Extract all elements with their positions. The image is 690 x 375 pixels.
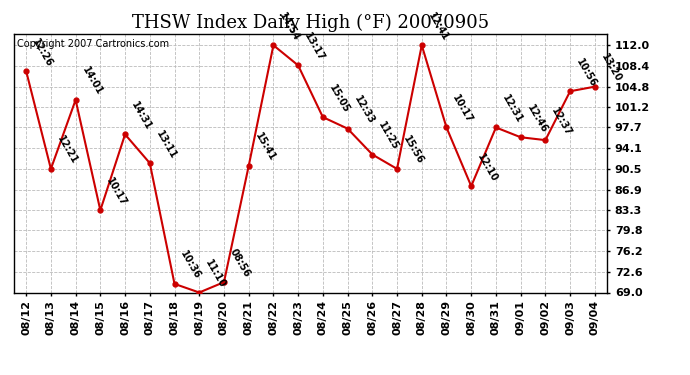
Text: 14:31: 14:31 (129, 100, 153, 132)
Text: 12:26: 12:26 (30, 36, 55, 68)
Text: 10:17: 10:17 (451, 93, 475, 125)
Title: THSW Index Daily High (°F) 20070905: THSW Index Daily High (°F) 20070905 (132, 14, 489, 32)
Text: 12:31: 12:31 (500, 93, 524, 125)
Text: 12:37: 12:37 (549, 105, 573, 137)
Text: 15:56: 15:56 (401, 134, 425, 166)
Text: 14:01: 14:01 (80, 65, 104, 97)
Text: Copyright 2007 Cartronics.com: Copyright 2007 Cartronics.com (17, 39, 169, 49)
Text: 11:10: 11:10 (204, 258, 228, 290)
Text: 12:21: 12:21 (55, 134, 79, 166)
Text: 15:05: 15:05 (327, 82, 351, 114)
Text: 13:20: 13:20 (599, 52, 623, 84)
Text: 15:41: 15:41 (253, 131, 277, 163)
Text: 10:56: 10:56 (574, 57, 598, 88)
Text: 08:56: 08:56 (228, 248, 253, 279)
Text: 12:41: 12:41 (426, 10, 450, 42)
Text: 10:17: 10:17 (104, 176, 128, 207)
Text: 12:10: 12:10 (475, 152, 500, 183)
Text: 10:36: 10:36 (179, 249, 203, 281)
Text: 11:25: 11:25 (377, 120, 401, 152)
Text: 14:54: 14:54 (277, 10, 302, 42)
Text: 12:46: 12:46 (525, 103, 549, 135)
Text: 12:33: 12:33 (352, 94, 376, 126)
Text: 13:17: 13:17 (302, 31, 326, 63)
Text: 13:11: 13:11 (154, 129, 178, 160)
